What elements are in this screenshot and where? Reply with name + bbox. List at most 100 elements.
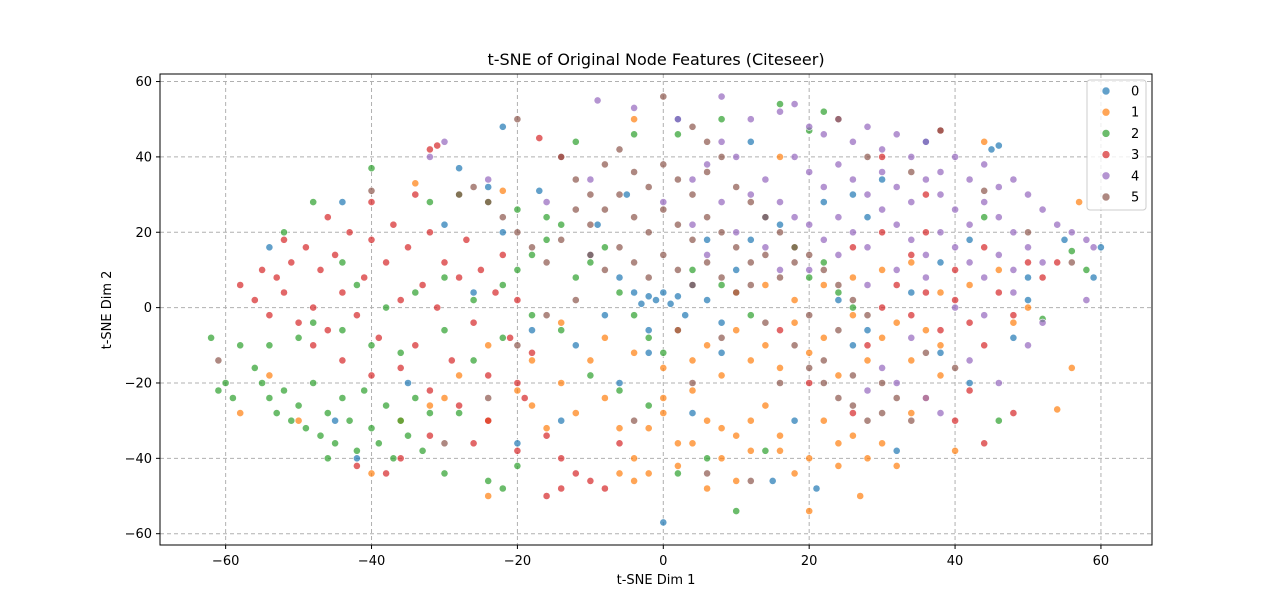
data-point [1009, 228, 1018, 237]
data-point [280, 235, 288, 244]
data-point [907, 198, 916, 206]
data-point [922, 175, 930, 184]
data-point [367, 469, 376, 478]
data-point [214, 356, 223, 365]
data-point [309, 318, 318, 327]
data-point [542, 213, 551, 222]
data-point [294, 416, 303, 425]
data-point [965, 318, 974, 327]
data-point [688, 220, 697, 229]
data-point [849, 228, 857, 237]
data-point [586, 250, 595, 259]
data-point [674, 292, 682, 301]
data-point [571, 205, 580, 214]
data-point [805, 265, 814, 274]
x-tick-label: 40 [947, 554, 964, 569]
data-point [455, 164, 463, 173]
data-point [819, 281, 828, 289]
data-point [717, 115, 726, 124]
data-point [819, 333, 828, 342]
data-point [382, 303, 390, 312]
data-point [746, 258, 755, 267]
data-point [637, 299, 646, 308]
data-point [265, 394, 274, 402]
data-point [790, 100, 799, 108]
legend-label: 5 [1131, 191, 1139, 206]
data-point [717, 273, 726, 282]
data-point [878, 439, 886, 448]
data-point [732, 431, 741, 440]
data-point [965, 175, 974, 184]
data-point [965, 220, 974, 229]
data-point [922, 326, 930, 335]
data-point [907, 250, 916, 259]
data-point [834, 250, 843, 259]
data-point [922, 190, 930, 199]
data-point [630, 258, 638, 267]
data-point [819, 265, 828, 274]
data-point [630, 476, 638, 485]
data-point [469, 439, 478, 448]
data-point [360, 273, 369, 282]
data-point [805, 454, 814, 463]
data-point [382, 401, 390, 410]
data-point [805, 507, 814, 515]
data-point [1038, 273, 1047, 282]
series-5-points [214, 92, 1076, 485]
data-point [703, 296, 711, 304]
data-point [615, 439, 624, 448]
data-point [440, 273, 449, 282]
data-point [834, 281, 843, 289]
data-point [936, 341, 945, 350]
data-point [732, 326, 741, 335]
data-point [703, 416, 711, 425]
data-point [513, 205, 522, 214]
data-point [717, 198, 726, 206]
data-point [411, 394, 420, 402]
data-point [761, 281, 770, 289]
data-point [586, 371, 595, 380]
data-point [411, 341, 420, 350]
data-point [360, 386, 369, 395]
data-point [542, 198, 551, 206]
data-point [746, 281, 755, 289]
data-point [761, 243, 770, 252]
data-point [389, 220, 398, 229]
data-point [863, 152, 872, 161]
data-point [1082, 235, 1091, 244]
data-point [352, 461, 361, 470]
data-point [805, 311, 814, 320]
data-point [1024, 273, 1032, 282]
data-point [586, 190, 595, 199]
data-point [601, 265, 609, 274]
data-point [688, 190, 697, 199]
data-point [396, 416, 405, 425]
data-point [994, 183, 1003, 191]
data-point [834, 288, 843, 297]
data-point [849, 243, 857, 252]
data-point [265, 243, 274, 252]
data-point [630, 288, 638, 297]
data-point [805, 122, 814, 131]
data-point [688, 235, 697, 244]
data-point [659, 409, 668, 417]
data-point [615, 145, 624, 154]
data-point [936, 190, 945, 199]
data-point [484, 175, 493, 184]
data-point [951, 296, 959, 304]
data-point [703, 250, 711, 259]
data-point [892, 220, 901, 229]
data-point [433, 303, 442, 312]
data-point [484, 492, 493, 500]
data-point [455, 190, 463, 199]
data-point [849, 190, 857, 199]
data-point [418, 446, 427, 455]
data-point [1060, 235, 1069, 244]
data-point [776, 220, 784, 229]
data-point [433, 141, 442, 150]
data-point [922, 250, 930, 259]
data-point [688, 356, 697, 365]
data-point [965, 281, 974, 289]
data-point [382, 469, 390, 478]
